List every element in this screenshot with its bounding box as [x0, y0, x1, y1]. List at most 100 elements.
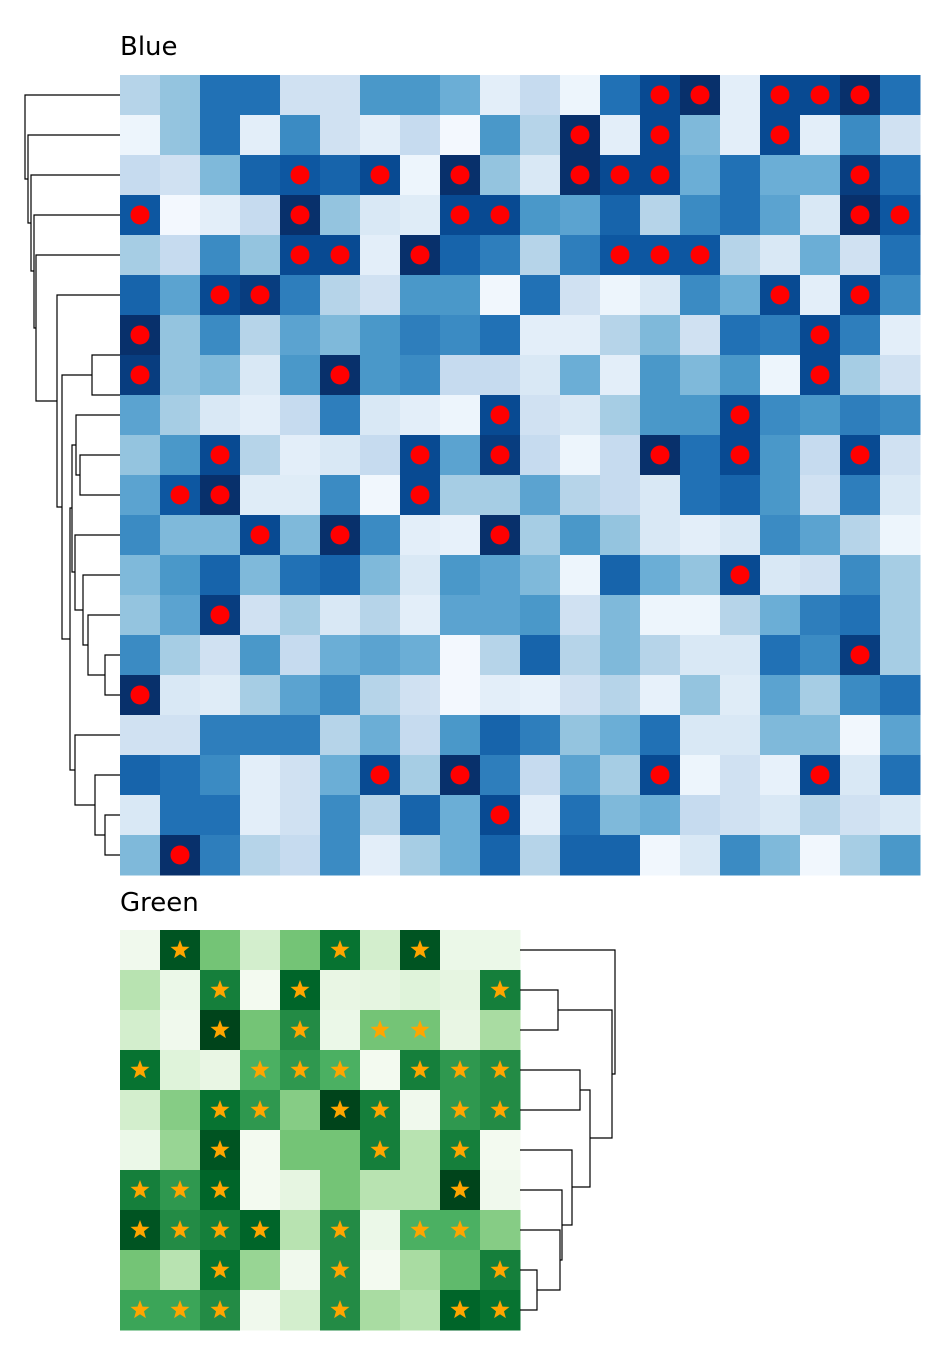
heatmap-cell [680, 675, 721, 716]
heatmap-cell [880, 555, 921, 596]
heatmap-cell [440, 475, 481, 516]
marker [290, 1020, 310, 1039]
heatmap-cell [680, 275, 721, 316]
heatmap-cell [400, 355, 441, 396]
heatmap-cell [240, 195, 281, 236]
heatmap-cell [120, 1010, 161, 1051]
marker [370, 1020, 390, 1039]
heatmap-cell [760, 315, 801, 356]
heatmap-cell [480, 235, 521, 276]
heatmap-cell [440, 555, 481, 596]
heatmap-cell [280, 715, 321, 756]
heatmap-cell [840, 755, 881, 796]
heatmap-cell [560, 315, 601, 356]
heatmap-cell [560, 715, 601, 756]
heatmap-cell [800, 555, 841, 596]
heatmap-cell [640, 515, 681, 556]
marker [690, 245, 710, 265]
heatmap-cell [360, 275, 401, 316]
heatmap-cell [400, 835, 441, 876]
heatmap-cell [120, 930, 161, 971]
heatmap-cell [720, 515, 761, 556]
heatmap-cell [680, 755, 721, 796]
marker [650, 245, 670, 265]
heatmap-cell [320, 755, 361, 796]
heatmap-cell [440, 435, 481, 476]
heatmap-cell [200, 930, 241, 971]
marker [210, 980, 230, 999]
heatmap-cell [280, 795, 321, 836]
marker [650, 765, 670, 785]
heatmap-cell [400, 1090, 441, 1131]
heatmap-cell [480, 275, 521, 316]
marker [410, 245, 430, 265]
marker [850, 205, 870, 225]
heatmap-cell [320, 155, 361, 196]
marker [450, 1300, 470, 1319]
heatmap-cell [400, 595, 441, 636]
heatmap-cell [720, 355, 761, 396]
heatmap-cell [480, 1130, 521, 1171]
marker [450, 1140, 470, 1159]
heatmap-cell [160, 115, 201, 156]
marker [450, 765, 470, 785]
heatmap-cell [440, 1250, 481, 1291]
heatmap-cell [840, 355, 881, 396]
heatmap-cell [560, 555, 601, 596]
heatmap-cell [520, 515, 561, 556]
heatmap-cell [240, 315, 281, 356]
heatmap-cell [320, 395, 361, 436]
heatmap-cell [680, 595, 721, 636]
heatmap-cell [320, 75, 361, 116]
marker [290, 205, 310, 225]
marker [810, 85, 830, 105]
heatmap-cell [800, 475, 841, 516]
marker [210, 1300, 230, 1319]
heatmap-cell [280, 475, 321, 516]
heatmap-cell [880, 755, 921, 796]
heatmap-cell [520, 835, 561, 876]
marker [650, 85, 670, 105]
marker [330, 1300, 350, 1319]
heatmap-cell [760, 715, 801, 756]
heatmap-cell [320, 635, 361, 676]
marker [170, 485, 190, 505]
heatmap-cell [640, 355, 681, 396]
heatmap-cell [360, 1210, 401, 1251]
heatmap-cell [520, 595, 561, 636]
heatmap-cell [680, 555, 721, 596]
heatmap-cell [280, 1250, 321, 1291]
heatmap-cell [600, 275, 641, 316]
heatmap-cell [280, 275, 321, 316]
heatmap-cell [880, 675, 921, 716]
heatmap-cell [320, 195, 361, 236]
heatmap-cell [240, 635, 281, 676]
marker [130, 1300, 150, 1319]
heatmap-cell [440, 635, 481, 676]
marker [450, 1220, 470, 1239]
heatmap-cell [520, 635, 561, 676]
heatmap-cell [120, 755, 161, 796]
marker [250, 1060, 270, 1079]
heatmap-cell [520, 75, 561, 116]
heatmap [120, 75, 921, 876]
heatmap-cell [720, 675, 761, 716]
heatmap-cell [360, 435, 401, 476]
heatmap-cell [120, 515, 161, 556]
heatmap-cell [280, 115, 321, 156]
heatmap-cell [160, 1250, 201, 1291]
heatmap-cell [240, 475, 281, 516]
heatmap-cell [120, 555, 161, 596]
heatmap-cell [240, 1170, 281, 1211]
heatmap-cell [400, 795, 441, 836]
marker [130, 1060, 150, 1079]
marker [170, 1180, 190, 1199]
heatmap-cell [200, 1050, 241, 1091]
heatmap-cell [200, 395, 241, 436]
heatmap-cell [800, 835, 841, 876]
heatmap-cell [240, 755, 281, 796]
heatmap-cell [160, 155, 201, 196]
heatmap-cell [120, 115, 161, 156]
heatmap-cell [160, 970, 201, 1011]
heatmap-cell [320, 115, 361, 156]
